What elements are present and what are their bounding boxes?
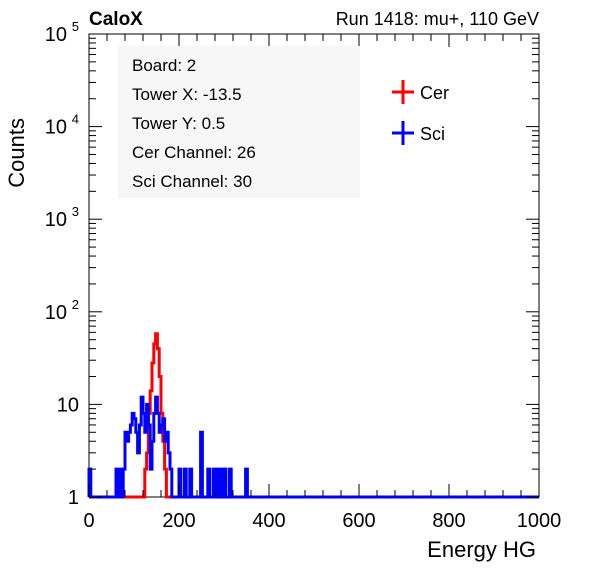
y-tick-exponent: 2 <box>72 297 79 312</box>
y-axis-label: Counts <box>4 118 29 188</box>
info-box <box>118 46 360 198</box>
y-tick-label: 10 <box>57 394 79 416</box>
series-line-sci <box>87 395 539 499</box>
x-tick-label: 0 <box>83 510 94 532</box>
legend-marker-sci <box>392 121 414 145</box>
x-tick-label: 600 <box>342 510 375 532</box>
legend: Cer Sci <box>392 80 449 145</box>
legend-marker-cer <box>392 80 414 104</box>
y-tick-label: 10 <box>45 302 67 324</box>
x-tick-label: 800 <box>432 510 465 532</box>
title-right: Run 1418: mu+, 110 GeV <box>336 9 539 29</box>
legend-label-cer: Cer <box>420 83 449 103</box>
axis-layer: 0 200 400 600 800 1000 1 10 10 2 10 3 10 4 10 5 <box>45 19 562 532</box>
info-line: Board: 2 <box>132 56 196 75</box>
y-tick-exponent: 4 <box>72 112 79 127</box>
y-tick-label: 10 <box>45 209 67 231</box>
y-tick-label: 10 <box>45 117 67 139</box>
x-tick-label: 1000 <box>517 510 562 532</box>
y-tick-exponent: 3 <box>72 204 79 219</box>
y-tick-label: 1 <box>68 487 79 509</box>
info-line: Sci Channel: 30 <box>132 172 252 191</box>
x-tick-label: 400 <box>252 510 285 532</box>
legend-label-sci: Sci <box>420 124 445 144</box>
y-tick-exponent: 5 <box>72 19 79 34</box>
series-layer <box>87 332 539 499</box>
y-tick-label: 10 <box>45 24 67 46</box>
info-box-text: Board: 2 Tower X: -13.5 Tower Y: 0.5 Cer Ch… <box>132 56 256 191</box>
info-line: Tower Y: 0.5 <box>132 114 225 133</box>
x-axis-label: Energy HG <box>427 537 536 562</box>
info-line: Cer Channel: 26 <box>132 143 256 162</box>
x-tick-label: 200 <box>162 510 195 532</box>
title-left: CaloX <box>89 9 143 30</box>
info-line: Tower X: -13.5 <box>132 85 242 104</box>
